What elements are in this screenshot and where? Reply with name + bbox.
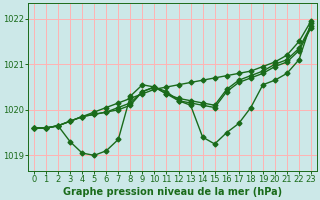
X-axis label: Graphe pression niveau de la mer (hPa): Graphe pression niveau de la mer (hPa): [63, 187, 282, 197]
